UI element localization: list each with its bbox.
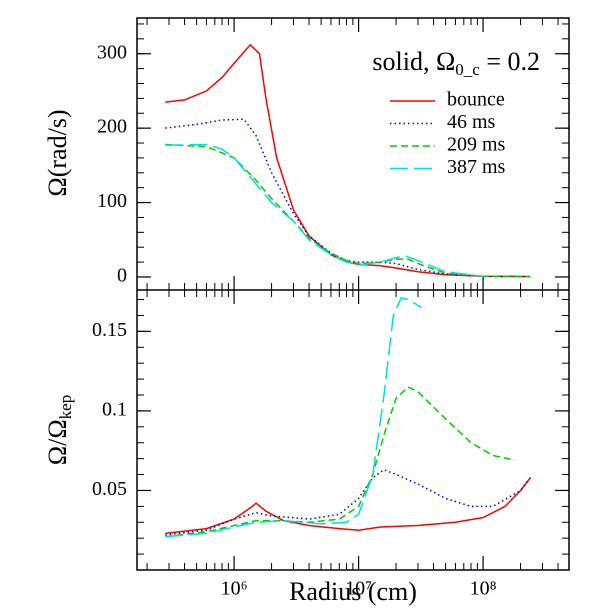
y-axis-label: Ω(rad/s) <box>43 109 72 196</box>
series-line <box>165 477 531 535</box>
legend-label: bounce <box>447 89 505 111</box>
y-tick-label: 0 <box>117 265 127 287</box>
series-line <box>165 297 422 538</box>
annotation-text: solid, Ω <box>372 47 455 76</box>
y-tick-label: 100 <box>97 190 127 212</box>
series-line <box>165 43 531 278</box>
y-tick-label: 0.05 <box>92 478 127 500</box>
y-tick-label: 300 <box>97 41 127 63</box>
y-axis-label: Ω/Ωkep <box>43 395 75 465</box>
y-label-sub: kep <box>56 395 75 420</box>
y-tick-label: 0.1 <box>102 399 127 421</box>
annotation-end: = 0.2 <box>480 47 540 76</box>
series-line <box>165 143 531 278</box>
annotation: solid, Ω0_c = 0.2 <box>372 47 540 79</box>
legend-label: 387 ms <box>447 156 506 178</box>
series-line <box>165 468 531 536</box>
annotation-sub: 0_c <box>455 60 480 79</box>
y-label-main: Ω/Ω <box>43 419 72 465</box>
x-axis-label: Radius (cm) <box>289 577 417 606</box>
y-tick-label: 0.15 <box>92 319 127 341</box>
legend-label: 209 ms <box>447 134 506 156</box>
x-tick-label: 10⁸ <box>470 578 497 600</box>
series-line <box>165 143 484 277</box>
x-tick-label: 10⁶ <box>221 578 248 600</box>
y-tick-label: 200 <box>97 116 127 138</box>
legend-label: 46 ms <box>447 111 496 133</box>
x-tick-label: 10⁷ <box>345 578 372 600</box>
series-line <box>165 386 516 538</box>
